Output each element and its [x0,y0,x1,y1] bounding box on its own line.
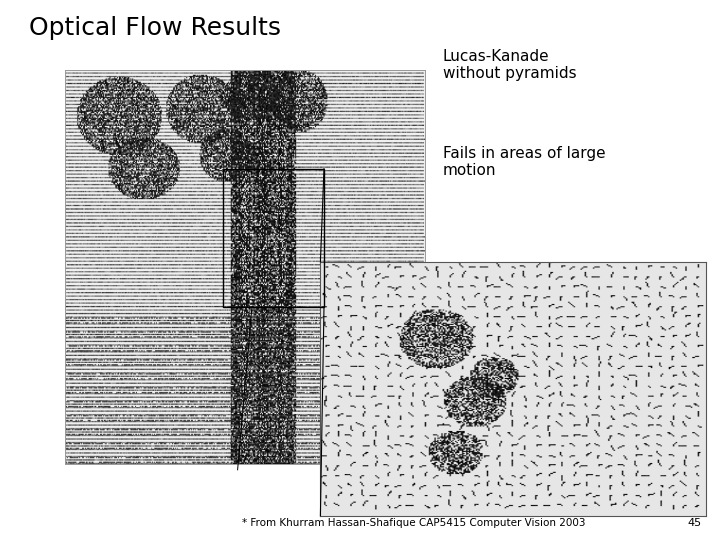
Text: 45: 45 [688,518,702,528]
Text: * From Khurram Hassan-Shafique CAP5415 Computer Vision 2003: * From Khurram Hassan-Shafique CAP5415 C… [242,518,586,528]
Text: Fails in areas of large
motion: Fails in areas of large motion [443,146,606,178]
Text: Lucas-Kanade
without pyramids: Lucas-Kanade without pyramids [443,49,577,81]
Text: Optical Flow Results: Optical Flow Results [29,16,281,40]
